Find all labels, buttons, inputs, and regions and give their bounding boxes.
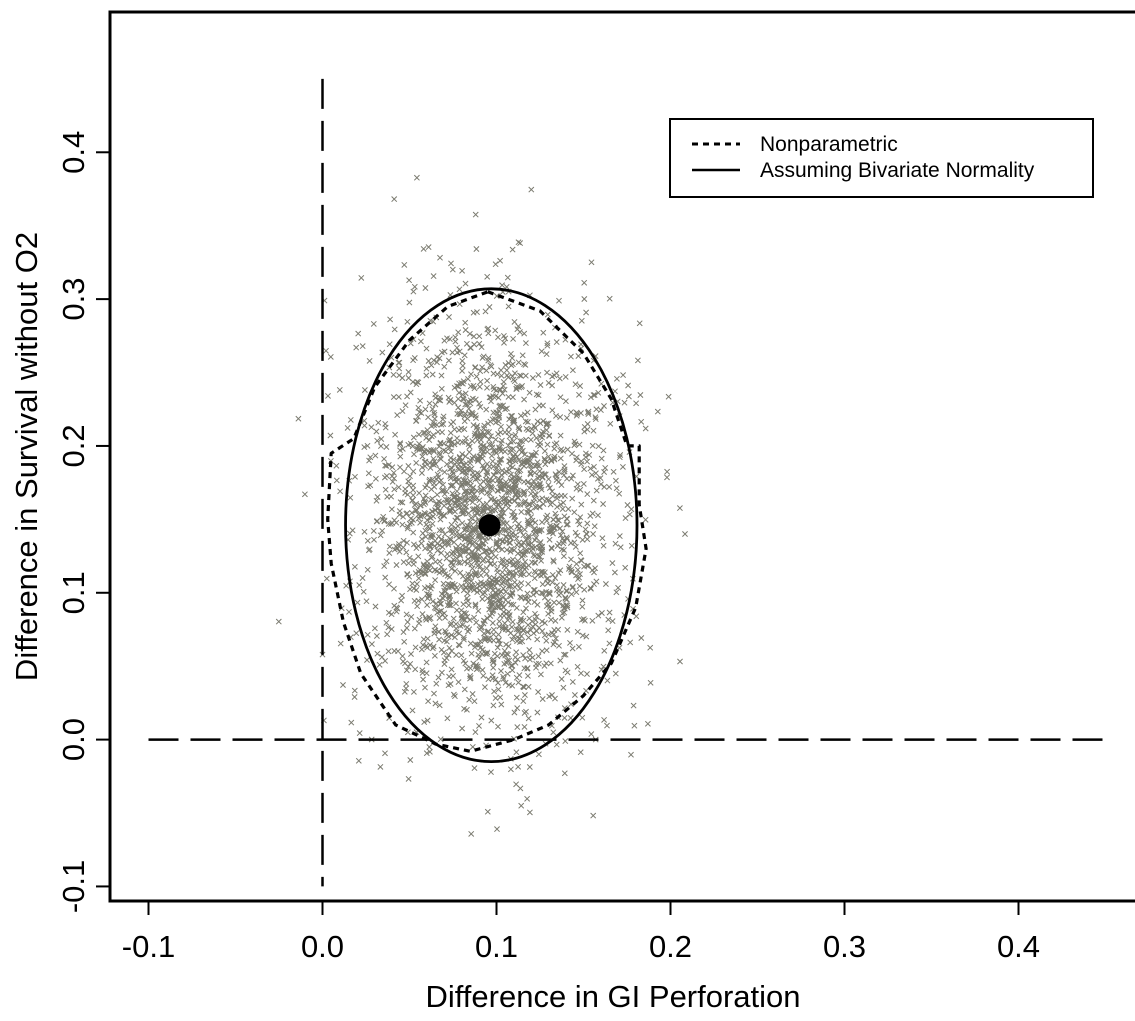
y-tick-label: 0.1 [56, 571, 91, 614]
x-tick-label: 0.2 [649, 929, 692, 964]
legend-label-normal: Assuming Bivariate Normality [760, 159, 1035, 182]
x-tick-label: 0.3 [823, 929, 866, 964]
legend: Nonparametric Assuming Bivariate Normalit… [670, 119, 1093, 197]
y-tick-label: -0.1 [56, 860, 91, 913]
legend-label-nonparametric: Nonparametric [760, 133, 898, 156]
x-tick-label: -0.1 [122, 929, 175, 964]
y-tick-label: 0.4 [56, 131, 91, 174]
x-tick-label: 0.4 [997, 929, 1040, 964]
point-estimate [479, 514, 501, 536]
y-axis-title: Difference in Survival without O2 [9, 232, 44, 681]
y-tick-label: 0.0 [56, 718, 91, 761]
x-tick-label: 0.1 [475, 929, 518, 964]
y-tick-label: 0.2 [56, 424, 91, 467]
y-tick-label: 0.3 [56, 278, 91, 321]
x-axis-title: Difference in GI Perforation [425, 979, 800, 1014]
x-tick-label: 0.0 [301, 929, 344, 964]
legend-box [670, 119, 1093, 197]
